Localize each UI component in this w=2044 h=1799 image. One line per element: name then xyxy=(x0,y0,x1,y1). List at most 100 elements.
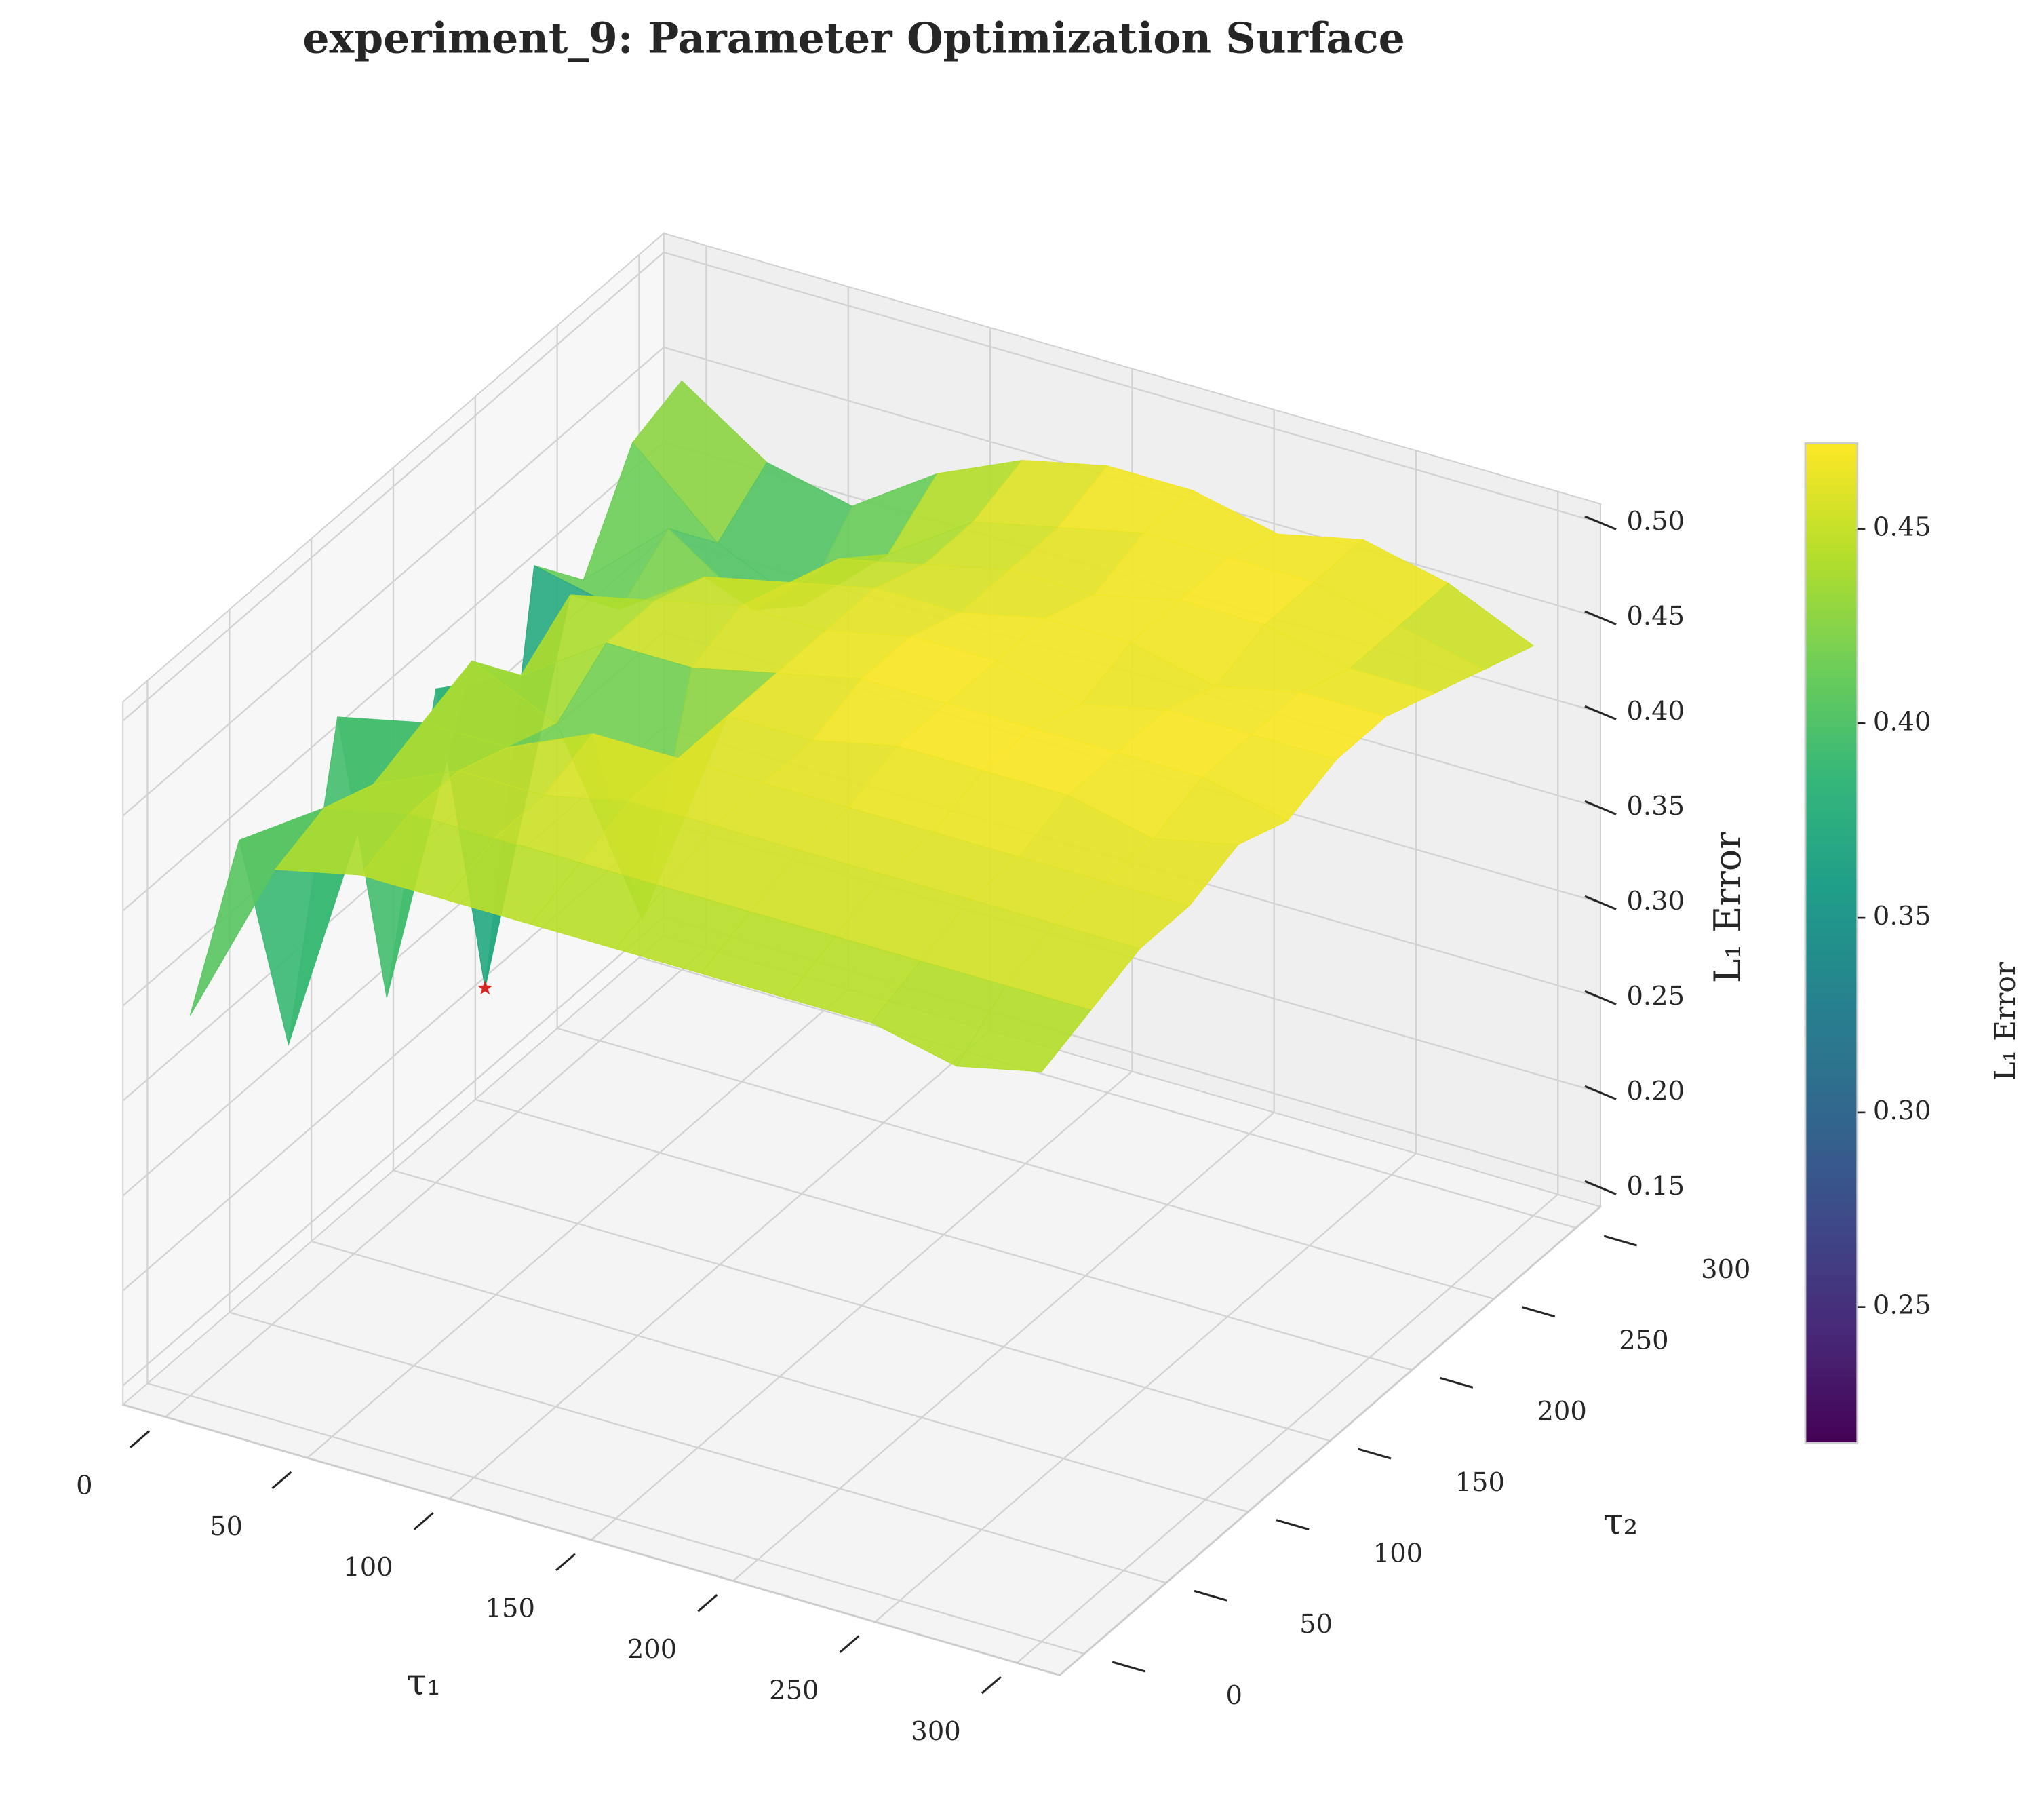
colorbar-segment xyxy=(1805,710,1858,719)
colorbar-segment xyxy=(1805,1309,1858,1319)
grid-line xyxy=(663,251,1601,524)
colorbar-segment xyxy=(1805,1001,1858,1011)
colorbar-segment xyxy=(1805,668,1858,678)
colorbar-segment xyxy=(1805,1318,1858,1328)
tick-mark xyxy=(697,1594,718,1612)
colorbar-segment xyxy=(1805,1235,1858,1244)
colorbar-segment xyxy=(1805,968,1858,978)
colorbar-segment xyxy=(1805,768,1858,777)
colorbar-segment xyxy=(1805,1193,1858,1203)
grid-line xyxy=(122,252,665,722)
z-tick-label: 0.25 xyxy=(1626,981,1685,1011)
x-tick-label: 250 xyxy=(769,1675,819,1705)
axis-edge xyxy=(122,1205,1601,1677)
y-tick-label: 250 xyxy=(1619,1326,1668,1356)
colorbar-segment xyxy=(1805,634,1858,644)
colorbar-segment xyxy=(1805,1026,1858,1036)
y-tick-label: 0 xyxy=(1226,1680,1242,1711)
colorbar-segment xyxy=(1805,1151,1858,1161)
colorbar-segment xyxy=(1805,1068,1858,1078)
colorbar-segment xyxy=(1805,518,1858,528)
colorbar-segment xyxy=(1805,1168,1858,1178)
colorbar-segment xyxy=(1805,543,1858,553)
colorbar-segment xyxy=(1805,1085,1858,1094)
colorbar-segment xyxy=(1805,509,1858,520)
tick-mark xyxy=(1584,990,1617,1005)
colorbar-segment xyxy=(1805,984,1858,994)
z-tick-label: 0.20 xyxy=(1626,1076,1685,1106)
colorbar-label: L₁ Error xyxy=(1988,961,2022,1081)
tick-mark xyxy=(130,1430,151,1448)
x-tick-label: 150 xyxy=(486,1593,535,1624)
colorbar-segment xyxy=(1805,1093,1858,1102)
colorbar-segment xyxy=(1805,834,1858,845)
colorbar-segment xyxy=(1805,976,1858,986)
colorbar-segment xyxy=(1805,859,1858,869)
colorbar-segment xyxy=(1805,1201,1858,1211)
colorbar-segment xyxy=(1805,1251,1858,1261)
colorbar-segment xyxy=(1805,735,1858,744)
tick-mark xyxy=(1584,705,1617,720)
colorbar-segment xyxy=(1805,676,1858,686)
colorbar-segment xyxy=(1805,793,1858,802)
colorbar-segment xyxy=(1805,1334,1858,1345)
colorbar-segment xyxy=(1805,1159,1858,1169)
tick-mark xyxy=(1358,1448,1392,1460)
tick-mark xyxy=(1276,1519,1310,1531)
colorbar-segment xyxy=(1805,1009,1858,1020)
x-tick-label: 300 xyxy=(911,1716,960,1747)
x-tick-label: 0 xyxy=(76,1470,92,1501)
colorbar-segment xyxy=(1805,626,1858,636)
colorbar-segment xyxy=(1805,1276,1858,1286)
colorbar-segment xyxy=(1805,809,1858,819)
tick-mark xyxy=(1194,1589,1227,1602)
colorbar-segment xyxy=(1805,1351,1858,1361)
colorbar-segment xyxy=(1805,1401,1858,1411)
colorbar-segment xyxy=(1805,618,1858,627)
tick-mark xyxy=(1584,515,1617,530)
colorbar-segment xyxy=(1805,1060,1858,1069)
colorbar-tick-label: 0.25 xyxy=(1873,1290,1931,1321)
colorbar-segment xyxy=(1805,868,1858,878)
colorbar-segment xyxy=(1805,593,1858,602)
x-tick-label: 100 xyxy=(343,1552,393,1583)
colorbar-segment xyxy=(1805,568,1858,578)
colorbar-segment xyxy=(1805,468,1858,478)
grid-line xyxy=(229,1311,1166,1584)
min-marker xyxy=(477,980,493,994)
colorbar-frame xyxy=(1804,442,1859,1444)
colorbar-segment xyxy=(1805,451,1858,461)
colorbar-segment xyxy=(1805,751,1858,761)
y-tick-label: 150 xyxy=(1455,1467,1505,1498)
colorbar-segment xyxy=(1805,1368,1858,1378)
colorbar-segment xyxy=(1805,1301,1858,1311)
z-tick-label: 0.30 xyxy=(1626,886,1685,916)
tick-mark xyxy=(413,1512,434,1530)
chart-title: experiment_9: Parameter Optimization Sur… xyxy=(302,13,1404,62)
colorbar-segment xyxy=(1805,818,1858,828)
colorbar-segment xyxy=(1805,484,1858,495)
tick-mark xyxy=(1521,1306,1556,1318)
colorbar-segment xyxy=(1805,951,1858,961)
tick-mark xyxy=(1584,800,1617,815)
colorbar-segment xyxy=(1805,1342,1858,1353)
colorbar-segment xyxy=(1805,993,1858,1003)
colorbar-segment xyxy=(1805,1076,1858,1086)
z-tick-label: 0.35 xyxy=(1626,791,1685,821)
grid-line xyxy=(311,1240,1249,1513)
tick-mark xyxy=(1584,610,1617,625)
colorbar-segment xyxy=(1805,1376,1858,1386)
colorbar-segment xyxy=(1805,643,1858,653)
colorbar-segment xyxy=(1805,684,1858,695)
colorbar-tick-label: 0.40 xyxy=(1873,706,1931,737)
colorbar-segment xyxy=(1805,935,1858,944)
grid-line xyxy=(639,956,1577,1229)
colorbar-segment xyxy=(1805,885,1858,894)
x-tick-label: 50 xyxy=(210,1511,243,1542)
colorbar-segment xyxy=(1805,1435,1858,1444)
tick-mark xyxy=(839,1635,860,1653)
colorbar-segment xyxy=(1805,701,1858,711)
grid-line xyxy=(475,1098,1413,1371)
y-tick-label: 300 xyxy=(1701,1254,1750,1285)
